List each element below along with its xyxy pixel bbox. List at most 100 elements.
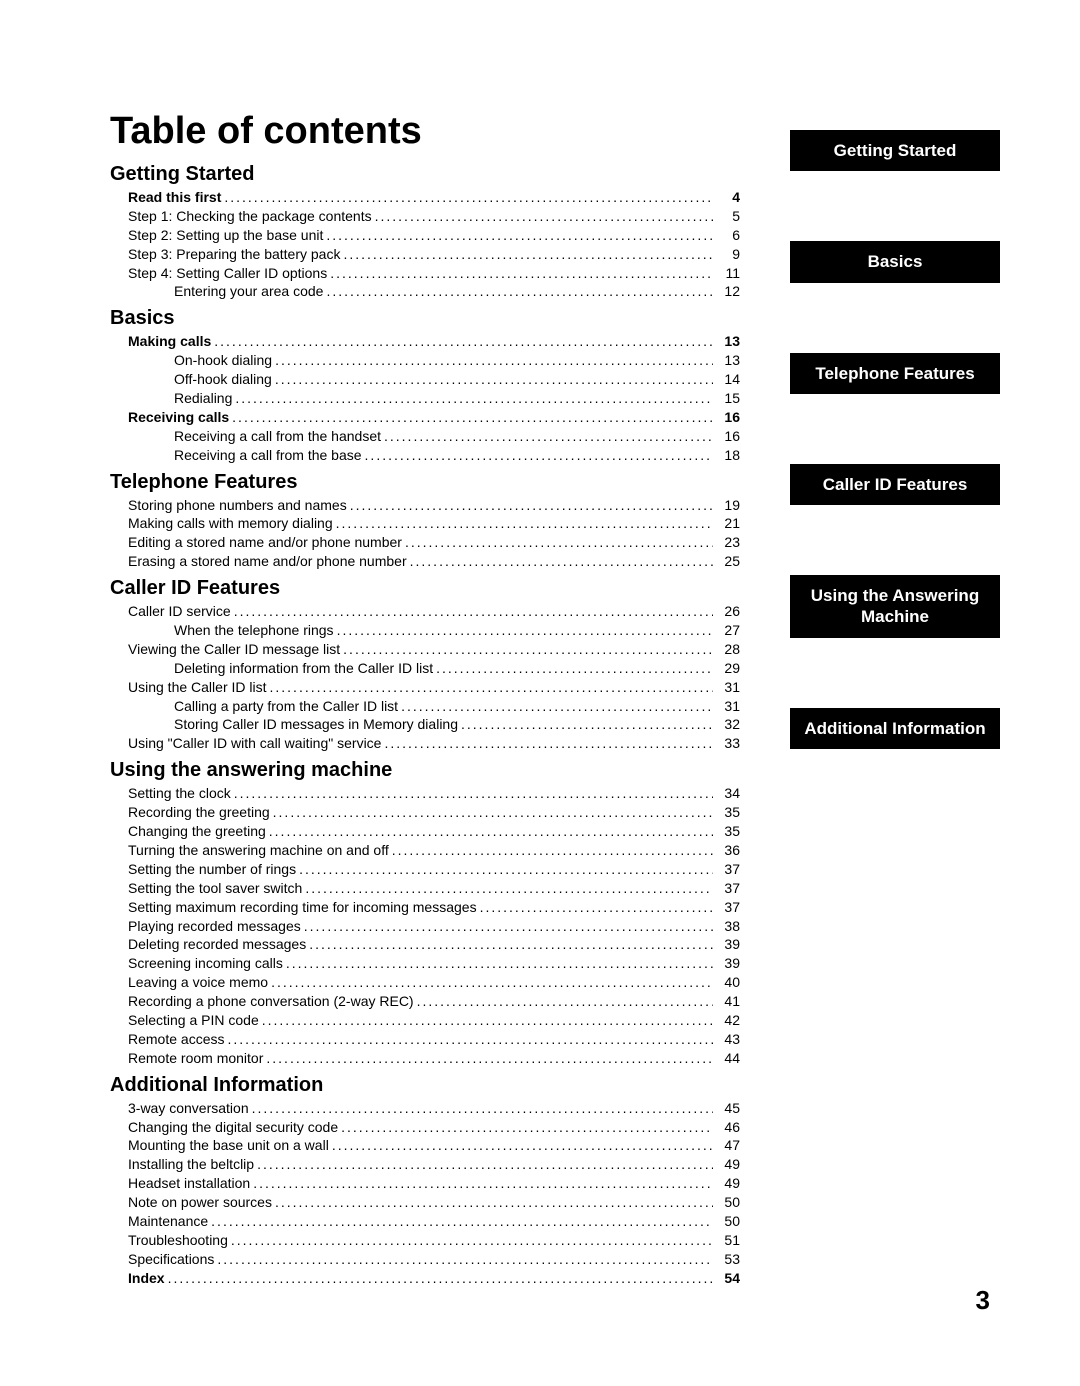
toc-entry-label: Making calls — [110, 332, 211, 351]
toc-entry-label: Troubleshooting — [110, 1231, 228, 1250]
toc-entry: Setting the number of rings37 — [110, 860, 740, 879]
toc-entry-page: 38 — [716, 917, 740, 936]
toc-leader-dots — [257, 1155, 713, 1169]
toc-section-heading: Telephone Features — [110, 471, 740, 494]
toc-entry: Index54 — [110, 1269, 740, 1288]
toc-entry-page: 6 — [716, 226, 740, 245]
toc-entry-label: Calling a party from the Caller ID list — [110, 697, 398, 716]
toc-entry: Changing the digital security code46 — [110, 1118, 740, 1137]
toc-entry: Recording a phone conversation (2-way RE… — [110, 992, 740, 1011]
toc-entry-page: 37 — [716, 898, 740, 917]
toc-entry-label: Storing Caller ID messages in Memory dia… — [110, 715, 458, 734]
toc-entry-page: 34 — [716, 784, 740, 803]
toc-entry: On-hook dialing13 — [110, 351, 740, 370]
toc-entry-page: 11 — [716, 264, 740, 283]
toc-entry-page: 31 — [716, 678, 740, 697]
toc-entry: Playing recorded messages 38 — [110, 917, 740, 936]
toc-entry-label: Setting the number of rings — [110, 860, 296, 879]
toc-entry-label: Editing a stored name and/or phone numbe… — [110, 533, 402, 552]
toc-leader-dots — [461, 715, 713, 729]
page: Table of contents Getting StartedRead th… — [0, 0, 1080, 1386]
toc-entry-label: Headset installation — [110, 1174, 250, 1193]
toc-leader-dots — [269, 822, 713, 836]
toc-entry: Note on power sources50 — [110, 1193, 740, 1212]
toc-section-heading: Caller ID Features — [110, 577, 740, 600]
toc-entry-label: Remote access — [110, 1030, 224, 1049]
toc-leader-dots — [343, 640, 713, 654]
toc-leader-dots — [336, 514, 713, 528]
toc-leader-dots — [217, 1250, 713, 1264]
toc-leader-dots — [299, 860, 713, 874]
toc-leader-dots — [273, 803, 713, 817]
toc-entry-page: 42 — [716, 1011, 740, 1030]
toc-entry-page: 32 — [716, 715, 740, 734]
toc-entry: 3-way conversation45 — [110, 1099, 740, 1118]
toc-leader-dots — [234, 784, 713, 798]
toc-entry-label: Entering your area code — [110, 282, 323, 301]
toc-leader-dots — [375, 207, 713, 221]
section-tab: Getting Started — [790, 130, 1000, 171]
toc-entry: Deleting information from the Caller ID … — [110, 659, 740, 678]
toc-leader-dots — [214, 332, 713, 346]
toc-entry: Erasing a stored name and/or phone numbe… — [110, 552, 740, 571]
toc-entry: Changing the greeting35 — [110, 822, 740, 841]
toc-leader-dots — [384, 427, 713, 441]
toc-entry-page: 23 — [716, 533, 740, 552]
toc-leader-dots — [252, 1099, 713, 1113]
toc-entry-page: 40 — [716, 973, 740, 992]
toc-entry: Headset installation49 — [110, 1174, 740, 1193]
toc-entry-label: 3-way conversation — [110, 1099, 249, 1118]
toc-entry: Step 1: Checking the package contents5 — [110, 207, 740, 226]
toc-entry: Installing the beltclip49 — [110, 1155, 740, 1174]
toc-entry: Receiving calls 16 — [110, 408, 740, 427]
page-number: 3 — [976, 1285, 990, 1316]
toc-entry-label: Playing recorded messages — [110, 917, 301, 936]
toc-entry-page: 44 — [716, 1049, 740, 1068]
toc-entry-page: 16 — [716, 408, 740, 427]
toc-entry-page: 9 — [716, 245, 740, 264]
toc-leader-dots — [224, 188, 713, 202]
toc-entry-page: 39 — [716, 954, 740, 973]
toc-entry-label: Installing the beltclip — [110, 1155, 254, 1174]
toc-entry-page: 46 — [716, 1118, 740, 1137]
toc-entry-label: When the telephone rings — [110, 621, 334, 640]
toc-entry: Leaving a voice memo 40 — [110, 973, 740, 992]
toc-entry-page: 41 — [716, 992, 740, 1011]
toc-entry: Making calls13 — [110, 332, 740, 351]
toc-entry-label: Redialing — [110, 389, 232, 408]
toc-leader-dots — [405, 533, 713, 547]
toc-entry-label: On-hook dialing — [110, 351, 272, 370]
toc-entry: Redialing15 — [110, 389, 740, 408]
toc-entry-label: Read this first — [110, 188, 221, 207]
toc-entry-page: 33 — [716, 734, 740, 753]
toc-leader-dots — [337, 621, 713, 635]
toc-entry: Maintenance50 — [110, 1212, 740, 1231]
toc-entry: Remote access 43 — [110, 1030, 740, 1049]
toc-leader-dots — [275, 370, 713, 384]
toc-entry: Read this first4 — [110, 188, 740, 207]
toc-entry: Calling a party from the Caller ID list3… — [110, 697, 740, 716]
toc-entry-label: Step 1: Checking the package contents — [110, 207, 372, 226]
toc-leader-dots — [384, 734, 713, 748]
toc-entry-label: Setting the tool saver switch — [110, 879, 302, 898]
toc-entry-page: 50 — [716, 1212, 740, 1231]
toc-leader-dots — [270, 678, 714, 692]
toc-entry: Selecting a PIN code42 — [110, 1011, 740, 1030]
toc-leader-dots — [232, 408, 713, 422]
toc-entry-page: 51 — [716, 1231, 740, 1250]
toc-entry-label: Leaving a voice memo — [110, 973, 268, 992]
toc-entry-page: 18 — [716, 446, 740, 465]
toc-entry-page: 36 — [716, 841, 740, 860]
toc-entry-page: 29 — [716, 659, 740, 678]
toc-entry-label: Receiving calls — [110, 408, 229, 427]
toc-leader-dots — [271, 973, 713, 987]
toc-leader-dots — [365, 446, 713, 460]
toc-entry: Entering your area code12 — [110, 282, 740, 301]
table-of-contents: Getting StartedRead this first4Step 1: C… — [110, 163, 740, 1288]
toc-entry-label: Turning the answering machine on and off — [110, 841, 389, 860]
toc-entry-label: Note on power sources — [110, 1193, 272, 1212]
toc-leader-dots — [332, 1136, 713, 1150]
toc-entry-label: Receiving a call from the base — [110, 446, 362, 465]
toc-entry-page: 35 — [716, 822, 740, 841]
toc-entry-page: 43 — [716, 1030, 740, 1049]
